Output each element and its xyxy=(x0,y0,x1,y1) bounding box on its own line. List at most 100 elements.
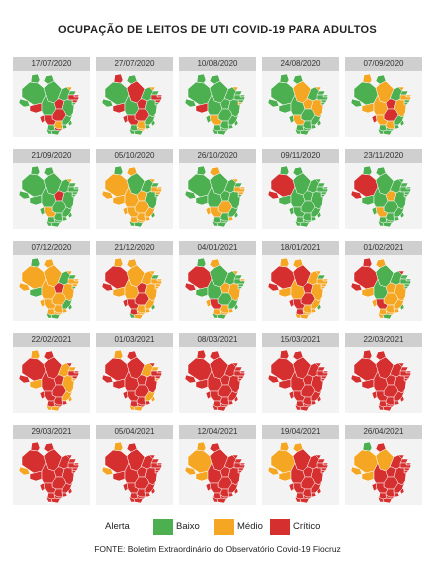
state-region xyxy=(231,270,239,276)
state-region xyxy=(18,466,31,476)
state-region xyxy=(377,220,385,227)
map-panel: 21/09/2020 xyxy=(13,149,90,229)
state-region xyxy=(184,190,197,200)
state-region xyxy=(128,404,136,411)
state-region xyxy=(239,186,246,190)
brazil-map xyxy=(184,349,246,412)
map-panel: 21/12/2020 xyxy=(96,241,173,321)
map-date-label: 10/08/2020 xyxy=(179,57,256,71)
state-region xyxy=(371,390,378,400)
state-region xyxy=(397,454,405,460)
state-region xyxy=(322,370,329,374)
state-region xyxy=(239,278,246,282)
brazil-map xyxy=(184,257,246,320)
state-region xyxy=(148,454,156,460)
brazil-map xyxy=(18,349,80,412)
state-region xyxy=(122,482,129,492)
state-region xyxy=(361,194,375,206)
brazil-map xyxy=(350,73,412,136)
source-note: FONTE: Boletim Extraordinário do Observa… xyxy=(94,544,341,554)
state-region xyxy=(101,282,114,292)
state-region xyxy=(205,482,212,492)
brazil-map xyxy=(267,349,329,412)
state-region xyxy=(362,257,373,268)
state-region xyxy=(322,278,329,282)
state-region xyxy=(294,312,302,319)
map-panel: 15/03/2021 xyxy=(262,333,339,413)
state-region xyxy=(279,257,290,268)
map-date-label: 05/04/2021 xyxy=(96,425,173,439)
state-region xyxy=(67,211,73,219)
state-region xyxy=(231,454,239,460)
state-region xyxy=(113,73,124,84)
state-region xyxy=(184,98,197,108)
state-region xyxy=(267,282,280,292)
map-panel: 09/11/2020 xyxy=(262,149,339,229)
map-date-label: 23/11/2020 xyxy=(345,149,422,163)
state-region xyxy=(39,390,46,400)
map-date-label: 05/10/2020 xyxy=(96,149,173,163)
map-date-label: 21/12/2020 xyxy=(96,241,173,255)
map-date-label: 15/03/2021 xyxy=(262,333,339,347)
map-panel: 08/03/2021 xyxy=(179,333,256,413)
map-date-label: 27/07/2020 xyxy=(96,57,173,71)
map-date-label: 01/03/2021 xyxy=(96,333,173,347)
state-region xyxy=(122,390,129,400)
state-region xyxy=(113,165,124,176)
state-region xyxy=(65,86,73,92)
map-panel: 01/03/2021 xyxy=(96,333,173,413)
map-date-label: 18/01/2021 xyxy=(262,241,339,255)
state-region xyxy=(150,119,156,127)
state-region xyxy=(362,73,373,84)
state-region xyxy=(278,470,292,482)
state-region xyxy=(278,286,292,298)
state-region xyxy=(29,194,43,206)
map-panel: 19/04/2021 xyxy=(262,425,339,505)
state-region xyxy=(314,454,322,460)
state-region xyxy=(211,220,219,227)
state-region xyxy=(322,462,329,466)
state-region xyxy=(73,278,80,282)
state-region xyxy=(156,462,163,466)
state-region xyxy=(73,94,80,98)
state-region xyxy=(65,270,73,276)
state-region xyxy=(39,206,46,216)
map-date-label: 22/03/2021 xyxy=(345,333,422,347)
map-date-label: 01/02/2021 xyxy=(345,241,422,255)
state-region xyxy=(314,178,322,184)
state-region xyxy=(101,374,114,384)
map-panel: 23/11/2020 xyxy=(345,149,422,229)
state-region xyxy=(267,190,280,200)
state-region xyxy=(113,349,124,360)
map-date-label: 04/01/2021 xyxy=(179,241,256,255)
brazil-map xyxy=(101,349,163,412)
state-region xyxy=(350,98,363,108)
state-region xyxy=(361,378,375,390)
state-region xyxy=(112,378,126,390)
state-region xyxy=(233,211,239,219)
brazil-map xyxy=(101,73,163,136)
state-region xyxy=(399,303,405,311)
map-date-label: 21/09/2020 xyxy=(13,149,90,163)
state-region xyxy=(397,270,405,276)
state-region xyxy=(267,374,280,384)
state-region xyxy=(233,119,239,127)
legend-swatch-critico xyxy=(270,519,290,535)
state-region xyxy=(30,73,41,84)
state-region xyxy=(205,390,212,400)
state-region xyxy=(148,270,156,276)
state-region xyxy=(322,186,329,190)
map-panel: 26/10/2020 xyxy=(179,149,256,229)
map-panel: 22/03/2021 xyxy=(345,333,422,413)
map-grid: 17/07/2020 27/07/2020 10/08/2020 24/08/2020… xyxy=(13,57,423,517)
state-region xyxy=(30,165,41,176)
state-region xyxy=(196,165,207,176)
state-region xyxy=(156,278,163,282)
state-region xyxy=(113,441,124,452)
map-date-label: 09/11/2020 xyxy=(262,149,339,163)
brazil-map xyxy=(350,349,412,412)
map-panel: 04/01/2021 xyxy=(179,241,256,321)
state-region xyxy=(350,466,363,476)
state-region xyxy=(377,312,385,319)
brazil-map xyxy=(350,441,412,504)
